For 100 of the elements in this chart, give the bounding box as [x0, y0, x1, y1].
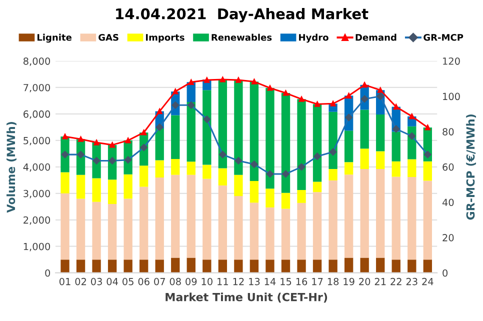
- x-tick-label: 13: [249, 278, 260, 286]
- point: [378, 87, 384, 93]
- bar: [155, 160, 164, 178]
- y2-tick-label: 40: [442, 198, 454, 206]
- bar: [408, 176, 416, 260]
- bar: [234, 80, 243, 175]
- bar: [297, 202, 306, 260]
- bar: [266, 260, 274, 273]
- legend-label: Imports: [146, 34, 184, 43]
- bar: [92, 260, 101, 273]
- bar: [392, 161, 400, 177]
- bar: [76, 198, 86, 260]
- y-tick-label: 2,000: [24, 216, 50, 225]
- bar: [171, 158, 180, 175]
- y2-tick-label: 20: [442, 234, 454, 242]
- bar: [234, 174, 243, 196]
- bar: [234, 196, 243, 260]
- legend-label: Lignite: [37, 34, 72, 43]
- bar: [312, 260, 322, 273]
- bar: [155, 260, 164, 273]
- y-tick-label: 6,000: [24, 110, 50, 119]
- bar: [376, 258, 385, 273]
- bar: [60, 172, 70, 194]
- x-tick-label: 12: [233, 278, 244, 286]
- bar: [344, 174, 354, 258]
- bar: [408, 159, 416, 177]
- bar: [423, 161, 432, 181]
- bar: [328, 260, 338, 273]
- bar: [360, 148, 369, 170]
- bar: [281, 93, 290, 193]
- y-tick-label: 3,000: [24, 190, 50, 198]
- chart-title: 14.04.2021 Day-Ahead Market: [116, 8, 368, 22]
- bar: [186, 258, 196, 273]
- x-tick-label: 20: [359, 278, 370, 286]
- bar: [344, 258, 354, 273]
- bar: [155, 178, 164, 260]
- bar: [250, 260, 259, 273]
- bar: [281, 208, 290, 260]
- bar: [92, 178, 101, 202]
- x-tick-label: 09: [186, 278, 197, 286]
- x-tick-label: 02: [75, 278, 86, 286]
- bar: [171, 115, 180, 159]
- bar: [92, 202, 101, 260]
- bar: [140, 166, 148, 187]
- bar: [376, 169, 385, 258]
- bar: [392, 176, 400, 260]
- bar: [76, 174, 86, 199]
- bar: [376, 114, 385, 152]
- point: [298, 96, 304, 102]
- bar: [60, 260, 70, 273]
- bar: [312, 104, 322, 182]
- x-tick-label: 03: [90, 278, 102, 286]
- bar: [312, 192, 322, 260]
- bar: [202, 178, 212, 260]
- y2-axis-title: GR-MCP (€/MWh): [466, 114, 476, 220]
- x-tick-label: 16: [296, 278, 308, 286]
- x-tick-label: 04: [106, 278, 118, 286]
- x-tick-label: 06: [138, 278, 150, 286]
- bar: [250, 180, 259, 203]
- x-tick-label: 21: [374, 278, 386, 286]
- bar: [218, 80, 228, 168]
- bar: [250, 202, 259, 260]
- bar: [281, 192, 290, 209]
- y2-tick-label: 60: [442, 163, 454, 171]
- bar: [140, 260, 148, 273]
- legend-label: Demand: [356, 34, 396, 41]
- bar: [408, 260, 416, 273]
- bar: [392, 260, 400, 273]
- bar: [140, 186, 148, 260]
- bar: [124, 198, 132, 260]
- x-axis-title: Market Time Unit (CET-Hr): [166, 292, 328, 303]
- bar: [124, 260, 132, 273]
- y-tick-label: 0: [45, 269, 50, 277]
- bar: [344, 162, 354, 175]
- x-tick-label: 15: [280, 278, 292, 286]
- bar: [328, 180, 338, 260]
- bar: [108, 204, 117, 260]
- x-tick-label: 23: [406, 278, 418, 286]
- bar: [108, 260, 117, 273]
- bar: [344, 130, 354, 162]
- x-tick-label: 01: [59, 278, 70, 286]
- bar: [76, 260, 86, 273]
- bar: [297, 260, 306, 273]
- bar: [171, 258, 180, 273]
- bar: [202, 90, 212, 165]
- point: [62, 134, 68, 140]
- bar: [124, 174, 132, 199]
- bar: [328, 169, 338, 180]
- bar: [297, 99, 306, 190]
- y2-tick-label: 80: [442, 128, 454, 136]
- bar: [376, 151, 385, 170]
- x-tick-label: 08: [170, 278, 181, 286]
- point: [78, 136, 84, 142]
- bar: [218, 260, 228, 273]
- y-tick-label: 5,000: [24, 136, 50, 146]
- bar: [312, 182, 322, 192]
- y-tick-label: 4,000: [23, 163, 50, 172]
- legend-label: GR-MCP: [424, 34, 464, 41]
- legend-label: Hydro: [299, 34, 328, 43]
- x-tick-label: 22: [390, 278, 402, 286]
